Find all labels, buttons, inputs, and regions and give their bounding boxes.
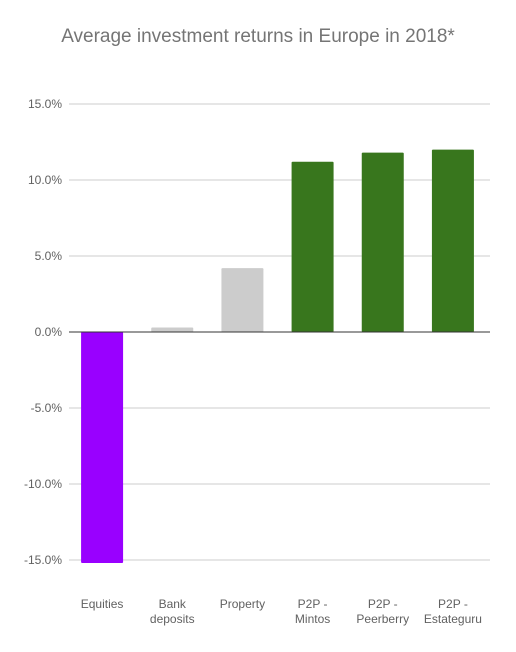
y-tick-label: -15.0% [24,553,62,567]
y-tick-label: -5.0% [31,401,63,415]
bar [221,268,264,332]
bar [151,327,194,332]
y-tick-label: 10.0% [28,173,62,187]
y-tick-label: -10.0% [24,477,62,491]
y-tick-label: 15.0% [28,97,62,111]
x-tick-label: Equities [81,597,124,611]
x-tick-label: Property [220,597,265,611]
x-tick-label: P2P -Estateguru [424,597,482,626]
x-tick-label: Bank deposits [150,597,195,626]
bar [291,161,334,332]
chart-title: Average investment returns in Europe in … [61,26,455,47]
x-tick-label: P2P -Mintos [295,597,330,626]
bar [81,332,124,564]
bar [361,152,404,332]
bar [431,149,474,332]
x-tick-label: P2P -Peerberry [356,597,409,626]
y-tick-label: 5.0% [35,249,63,263]
y-tick-label: 0.0% [35,325,63,339]
